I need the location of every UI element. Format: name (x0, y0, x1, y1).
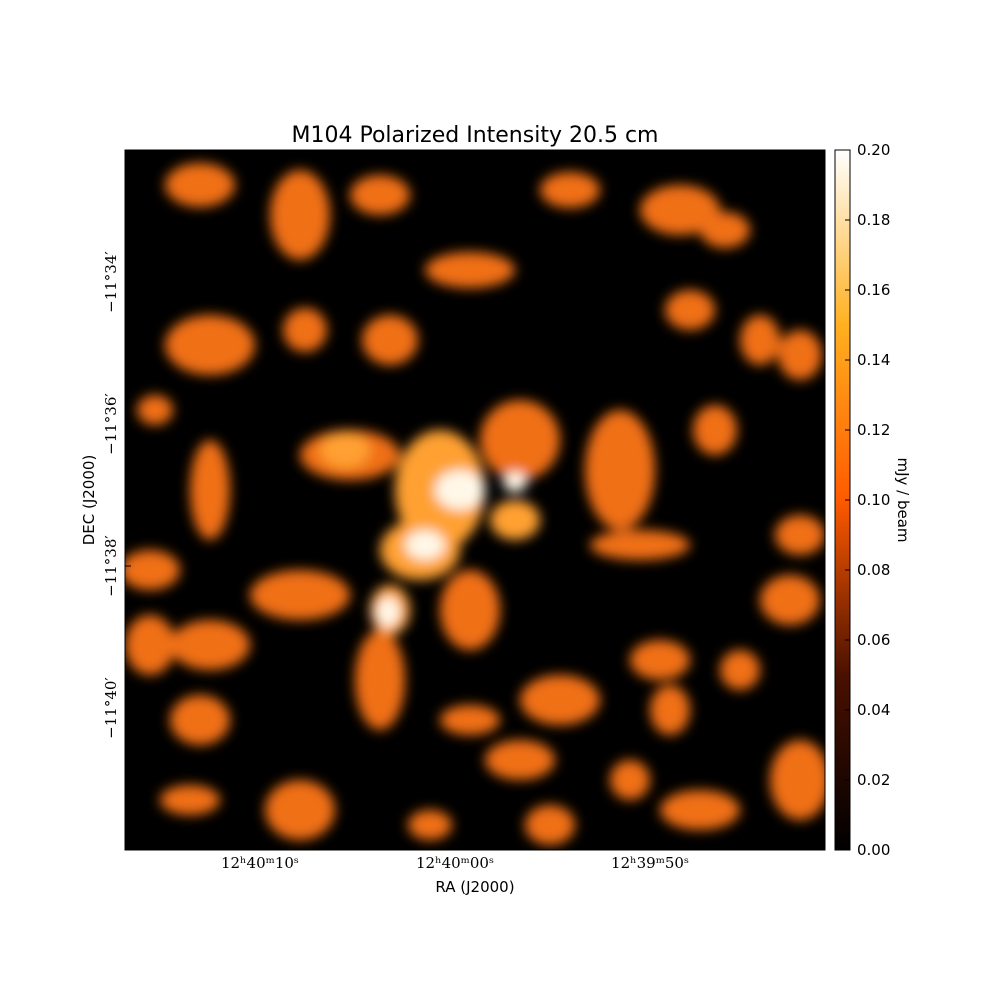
x-tick-label: 12ʰ39ᵐ50ˢ (611, 854, 689, 872)
colorbar-tick-label: 0.02 (857, 771, 890, 789)
colorbar-tick-label: 0.04 (857, 701, 890, 719)
y-tick-label: −11°38′ (102, 535, 120, 597)
colorbar-tick-label: 0.20 (857, 141, 890, 159)
colorbar-tick-label: 0.00 (857, 841, 890, 859)
y-tick-label: −11°36′ (102, 393, 120, 455)
x-tick-label: 12ʰ40ᵐ00ˢ (416, 854, 494, 872)
x-axis-label: RA (J2000) (435, 878, 514, 896)
y-axis-label: DEC (J2000) (80, 455, 98, 546)
emission (125, 163, 825, 845)
y-tick-label: −11°40′ (102, 677, 120, 739)
colorbar-tick-label: 0.14 (857, 351, 890, 369)
colorbar-label: mJy / beam (894, 457, 912, 542)
x-tick-label: 12ʰ40ᵐ10ˢ (221, 854, 299, 872)
plot-frame (124, 149, 826, 851)
colorbar-tick-label: 0.06 (857, 631, 890, 649)
colorbar-tick-label: 0.16 (857, 281, 890, 299)
colorbar-tick-label: 0.10 (857, 491, 890, 509)
colorbar-tick-label: 0.12 (857, 421, 890, 439)
chart-title: M104 Polarized Intensity 20.5 cm (292, 123, 659, 148)
y-tick-label: −11°34′ (102, 251, 120, 313)
colorbar-tick-label: 0.18 (857, 211, 890, 229)
colorbar-tick-label: 0.08 (857, 561, 890, 579)
